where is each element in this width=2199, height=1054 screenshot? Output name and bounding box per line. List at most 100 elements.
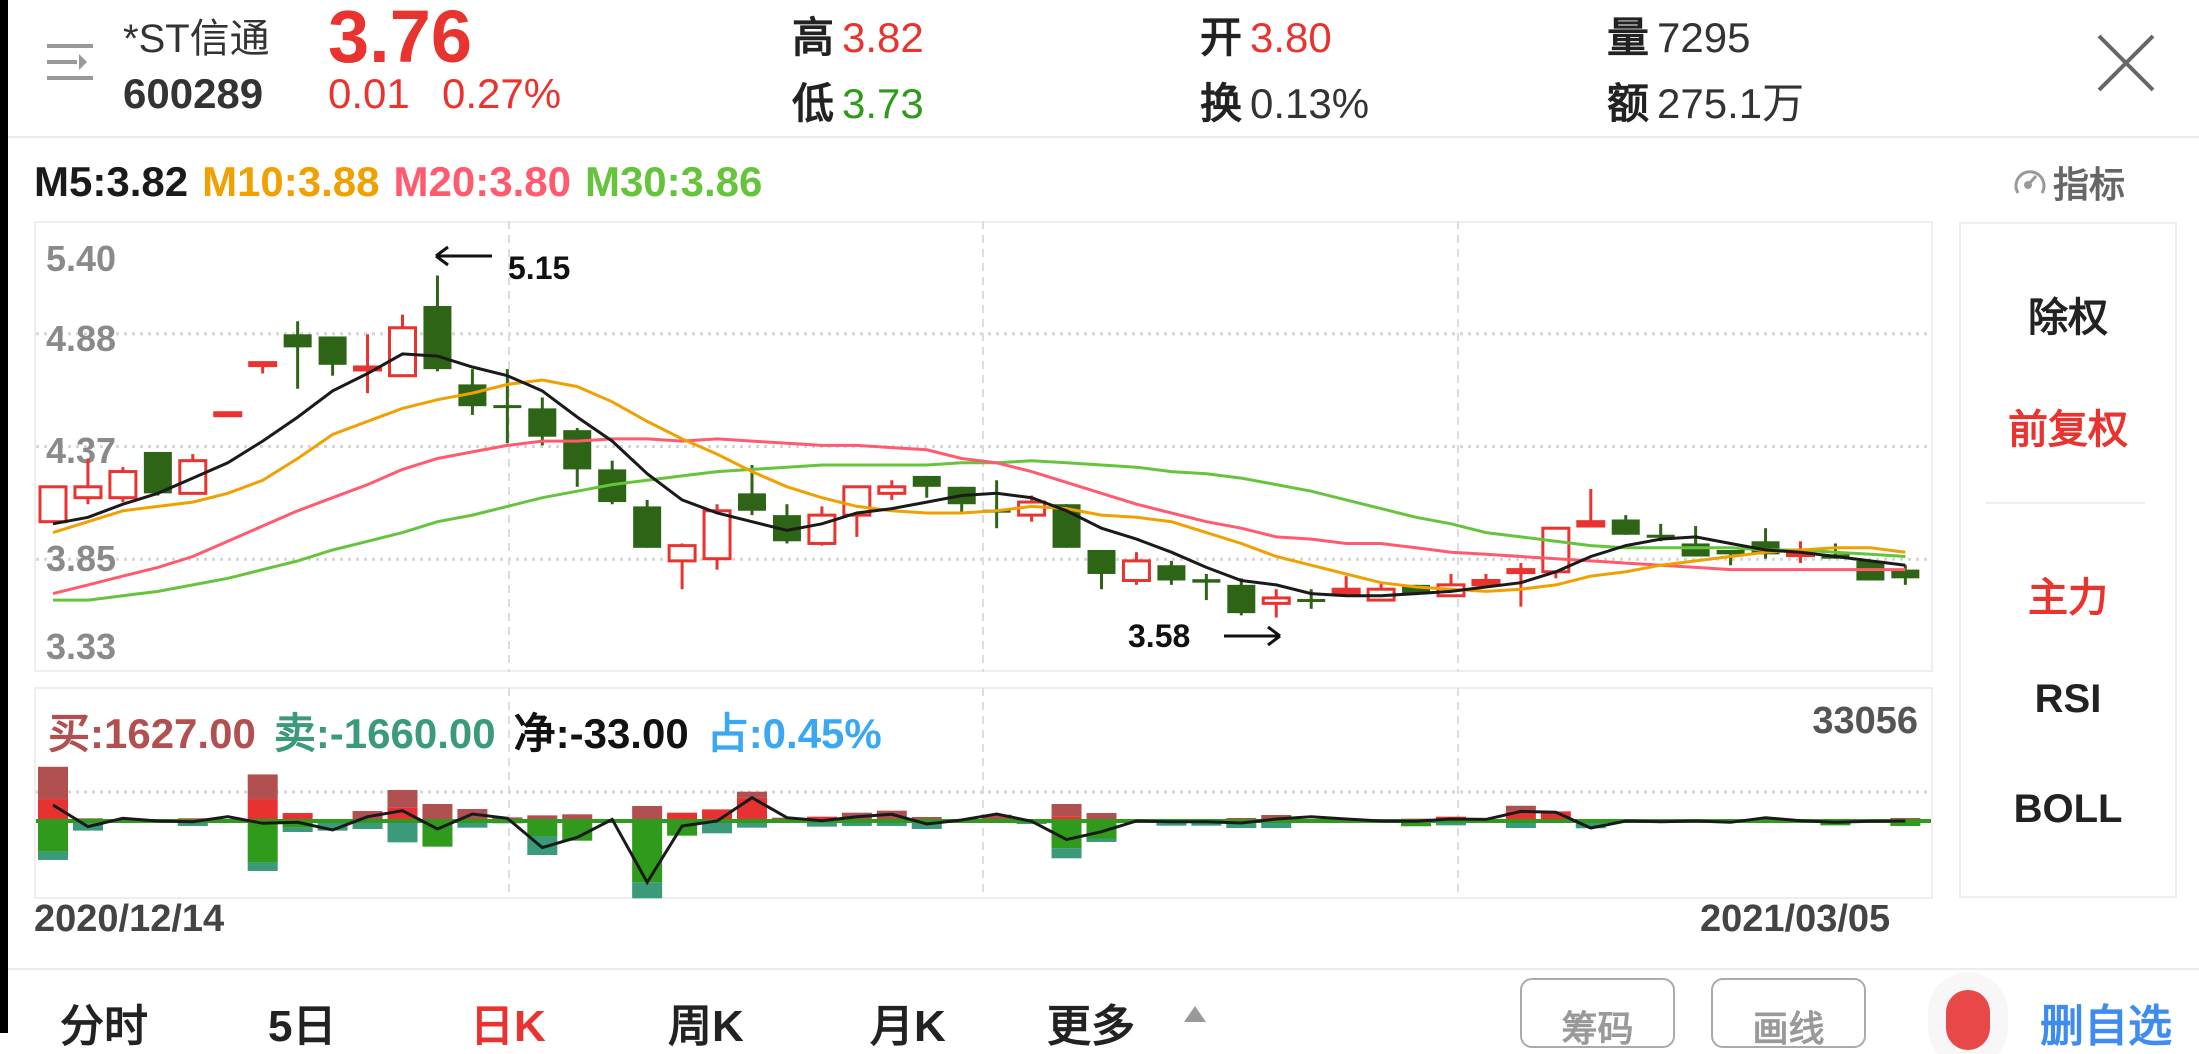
rsi-indicator[interactable]: RSI (2034, 677, 2102, 721)
sell-large-bar (1436, 821, 1466, 826)
remove-favorite-button[interactable]: 删自选 (2040, 1002, 2172, 1051)
volume-label: 量 (1607, 14, 1650, 61)
candle-up (702, 509, 732, 561)
panel-divider (1985, 502, 2145, 504)
buy-large-bar (632, 805, 663, 821)
tab-weekly-k[interactable]: 周K (668, 1002, 744, 1051)
chips-button[interactable]: 筹码 (1520, 978, 1675, 1049)
buy-large-bar (527, 815, 558, 821)
candle-down (1681, 543, 1710, 557)
amount-value: 275.1万 (1657, 80, 1805, 127)
sell-large-bar (282, 827, 313, 833)
start-date: 2020/12/14 (34, 898, 225, 940)
sell-small-bar (562, 821, 593, 841)
candle-down (528, 408, 557, 437)
candle-down (1611, 519, 1640, 535)
sell-small-bar (527, 821, 558, 837)
sell-small-bar (247, 821, 278, 863)
amount-label: 额 (1607, 80, 1650, 127)
open-value: 3.80 (1250, 14, 1332, 61)
candle-down (143, 451, 172, 494)
sell-large-bar (737, 821, 767, 828)
ma30-legend: M30:3.86 (584, 158, 763, 205)
ma20-line (52, 437, 1906, 596)
tab-intraday[interactable]: 分时 (60, 1002, 148, 1051)
y-tick: 4.88 (46, 318, 117, 359)
tab-more[interactable]: 更多 (1047, 1002, 1135, 1051)
sell-large-bar (1086, 838, 1117, 842)
buy-small-bar (247, 799, 278, 821)
favorite-icon[interactable] (1946, 990, 1990, 1050)
turnover-value: 0.13% (1250, 80, 1370, 127)
net-value: 净:-33.00 (513, 710, 689, 757)
buy-large-bar (422, 804, 453, 821)
candle-up (73, 485, 103, 500)
buy-small-bar (1051, 816, 1082, 821)
low-value: 3.73 (842, 80, 924, 127)
high-label: 高 (792, 14, 835, 61)
menu-icon[interactable] (45, 40, 97, 84)
sell-large-bar (806, 821, 837, 827)
stock-code: 600289 (123, 70, 264, 117)
candle-down (283, 334, 312, 348)
y-tick: 5.40 (46, 238, 117, 279)
indicator-label: 指标 (2053, 164, 2126, 205)
candle-up (877, 485, 907, 495)
forward-adjusted-option[interactable]: 前复权 (2008, 408, 2128, 452)
sell-large-bar (632, 882, 663, 899)
sell-small-bar (1401, 821, 1432, 827)
indicator-button[interactable]: 指标 (2013, 156, 2125, 208)
volume-value: 7295 (1657, 14, 1751, 61)
triangle-up-icon[interactable] (1182, 1004, 1208, 1024)
sell-large-bar (1226, 821, 1257, 829)
candle-up (38, 485, 68, 524)
buy-small-bar (702, 809, 733, 821)
close-icon[interactable] (2095, 32, 2157, 94)
high-value: 3.82 (842, 14, 924, 61)
high-annotation: 5.15 (508, 250, 571, 286)
candle-up (353, 365, 383, 372)
ex-rights-option[interactable]: 除权 (2028, 296, 2108, 340)
net-flow-line (52, 795, 1906, 886)
buy-large-bar (1505, 805, 1536, 812)
tab-daily-k[interactable]: 日K (470, 1002, 546, 1051)
high-field: 高 3.82 (792, 4, 924, 65)
sell-value: 卖:-1660.00 (273, 710, 496, 757)
candle-down (318, 336, 347, 365)
candle-up (1541, 526, 1571, 574)
sell-large-bar (1575, 821, 1606, 829)
zero-band (36, 819, 1931, 823)
buy-large-bar (247, 774, 278, 800)
tab-monthly-k[interactable]: 月K (870, 1002, 946, 1051)
sell-large-bar (457, 821, 488, 828)
current-price: 3.76 (328, 0, 473, 78)
buy-large-bar (562, 814, 593, 821)
draw-line-button[interactable]: 画线 (1711, 978, 1866, 1049)
ma30-line (53, 459, 1906, 602)
candle-up (1261, 596, 1291, 605)
main-force-indicator[interactable]: 主力 (2028, 576, 2108, 620)
low-label: 低 (792, 80, 835, 127)
candle-up (1471, 578, 1501, 587)
sell-large-bar (1261, 821, 1292, 829)
end-date: 2021/03/05 (1700, 898, 1891, 940)
candle-up (667, 544, 697, 563)
sell-large-bar (387, 821, 418, 843)
sell-large-bar (177, 821, 208, 827)
low-annotation: 3.58 (1128, 618, 1191, 654)
sell-small-bar (282, 821, 313, 828)
open-field: 开 3.80 (1200, 4, 1332, 65)
low-field: 低 3.73 (792, 70, 924, 131)
amount-field: 额 275.1万 (1607, 70, 1804, 131)
sell-small-bar (38, 821, 68, 852)
candle-down (563, 430, 592, 470)
right-panel (1959, 222, 2177, 898)
candle-up (248, 361, 278, 368)
boll-indicator[interactable]: BOLL (2013, 787, 2123, 831)
candle-down (1227, 584, 1256, 614)
candle-up (1576, 520, 1606, 528)
arrow-left-icon (435, 245, 492, 267)
tab-5day[interactable]: 5日 (268, 1002, 337, 1051)
sell-large-bar (702, 821, 733, 834)
